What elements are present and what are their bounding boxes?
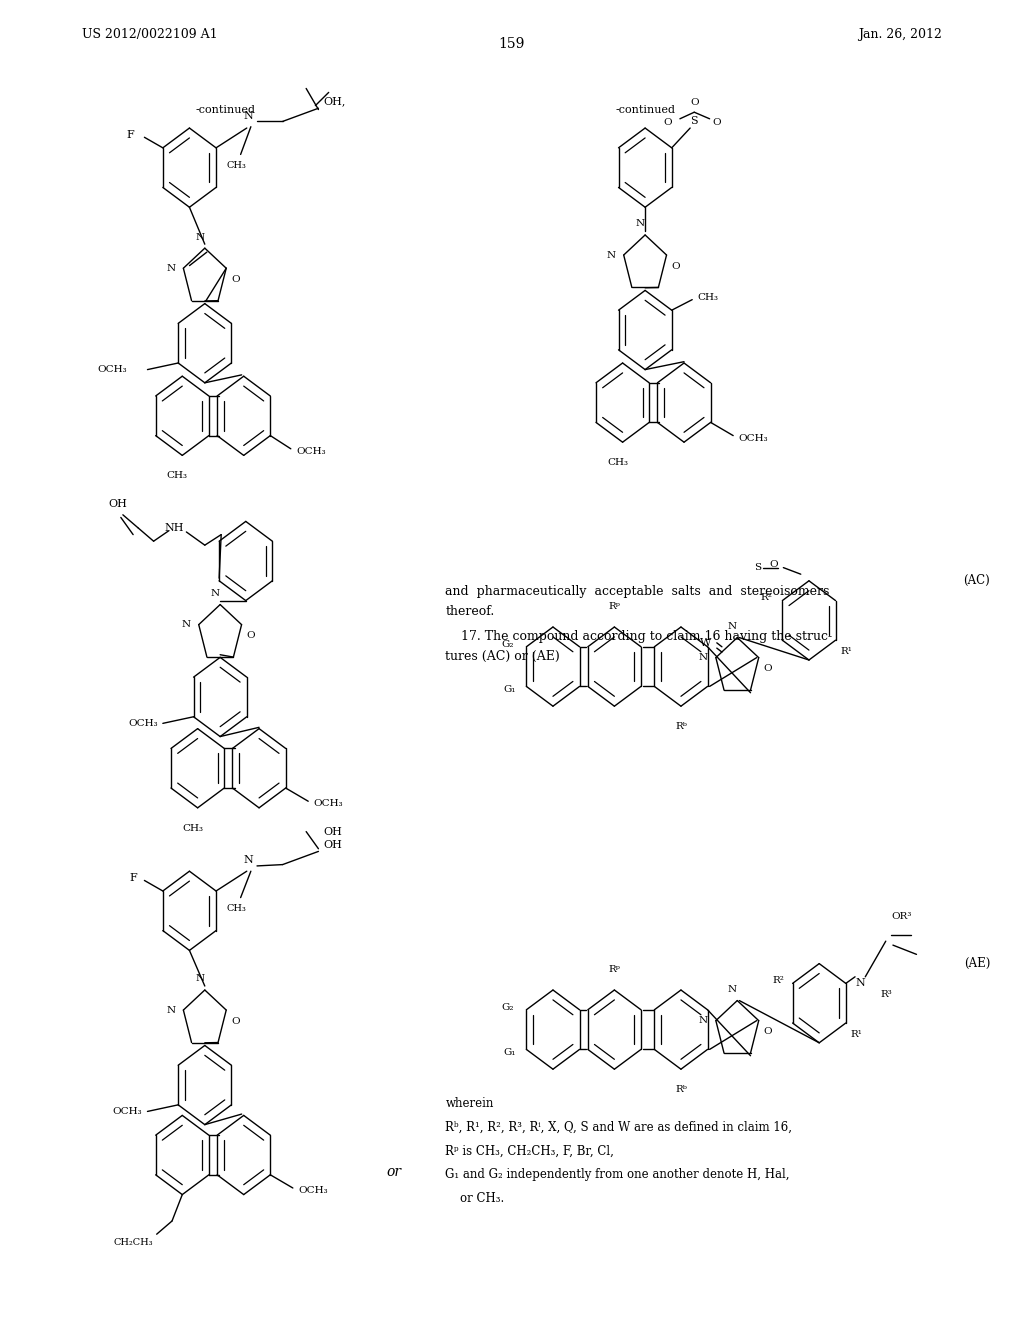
Text: and  pharmaceutically  acceptable  salts  and  stereoisomers: and pharmaceutically acceptable salts an… <box>445 585 829 598</box>
Text: N: N <box>606 251 615 260</box>
Text: OH,: OH, <box>324 96 346 107</box>
Text: N: N <box>196 232 204 242</box>
Text: R²: R² <box>772 977 784 985</box>
Text: OR³: OR³ <box>891 912 911 921</box>
Text: R¹: R¹ <box>851 1030 863 1039</box>
Text: thereof.: thereof. <box>445 605 495 618</box>
Text: O: O <box>690 99 698 107</box>
Text: N: N <box>728 622 736 631</box>
Text: N: N <box>196 974 204 983</box>
Text: CH₂CH₃: CH₂CH₃ <box>114 1238 154 1247</box>
Text: 159: 159 <box>499 37 525 50</box>
Text: OCH₃: OCH₃ <box>296 447 326 455</box>
Text: OCH₃: OCH₃ <box>313 800 343 808</box>
Text: CH₃: CH₃ <box>226 904 247 913</box>
Text: Rᵖ is CH₃, CH₂CH₃, F, Br, Cl,: Rᵖ is CH₃, CH₂CH₃, F, Br, Cl, <box>445 1144 614 1158</box>
Text: OH: OH <box>109 499 127 510</box>
Text: US 2012/0022109 A1: US 2012/0022109 A1 <box>82 28 217 41</box>
Text: O: O <box>770 561 778 569</box>
Text: G₁: G₁ <box>504 1048 516 1056</box>
Text: O: O <box>764 664 772 673</box>
Text: -continued: -continued <box>196 104 255 115</box>
Text: N: N <box>728 985 736 994</box>
Text: or: or <box>387 1166 401 1179</box>
Text: OH: OH <box>324 826 342 837</box>
Text: N: N <box>636 219 644 228</box>
Text: Rᵇ: Rᵇ <box>675 722 687 731</box>
Text: N: N <box>166 1006 175 1015</box>
Text: G₂: G₂ <box>502 1003 514 1011</box>
Text: Rᵖ: Rᵖ <box>608 602 621 611</box>
Text: N: N <box>698 653 708 663</box>
Text: CH₃: CH₃ <box>226 161 247 170</box>
Text: N: N <box>698 1016 708 1026</box>
Text: -continued: -continued <box>615 104 675 115</box>
Text: F: F <box>126 129 134 140</box>
Text: or CH₃.: or CH₃. <box>445 1192 505 1205</box>
Text: S: S <box>690 116 698 127</box>
Text: N: N <box>211 589 219 598</box>
Text: N: N <box>181 620 190 630</box>
Text: tures (AC) or (AE): tures (AC) or (AE) <box>445 649 560 663</box>
Text: G₁: G₁ <box>504 685 516 693</box>
Text: G₁ and G₂ independently from one another denote H, Hal,: G₁ and G₂ independently from one another… <box>445 1168 790 1181</box>
Text: O: O <box>231 275 240 284</box>
Text: wherein: wherein <box>445 1097 494 1110</box>
Text: 17. The compound according to claim 16 having the struc-: 17. The compound according to claim 16 h… <box>445 630 833 643</box>
Text: Rᵖ: Rᵖ <box>608 965 621 974</box>
Text: W: W <box>700 638 712 648</box>
Text: N: N <box>244 854 254 865</box>
Text: Rᵇ, R¹, R², R³, Rⁱ, X, Q, S and W are as defined in claim 16,: Rᵇ, R¹, R², R³, Rⁱ, X, Q, S and W are as… <box>445 1121 793 1134</box>
Text: N: N <box>244 111 254 121</box>
Text: (AC): (AC) <box>964 574 990 587</box>
Text: O: O <box>247 631 255 640</box>
Text: R²: R² <box>760 594 772 602</box>
Text: NH: NH <box>164 523 184 533</box>
Text: O: O <box>672 261 680 271</box>
Text: O: O <box>764 1027 772 1036</box>
Text: O: O <box>664 119 672 127</box>
Text: Rᵇ: Rᵇ <box>675 1085 687 1094</box>
Text: O: O <box>231 1016 240 1026</box>
Text: O: O <box>713 119 721 127</box>
Text: OH: OH <box>324 840 342 850</box>
Text: Jan. 26, 2012: Jan. 26, 2012 <box>858 28 942 41</box>
Text: (AE): (AE) <box>964 957 990 970</box>
Text: CH₃: CH₃ <box>167 471 187 480</box>
Text: CH₃: CH₃ <box>182 824 203 833</box>
Text: R³: R³ <box>881 990 892 999</box>
Text: OCH₃: OCH₃ <box>97 366 127 374</box>
Text: OCH₃: OCH₃ <box>113 1107 142 1115</box>
Text: F: F <box>129 873 137 883</box>
Text: R¹: R¹ <box>841 647 853 656</box>
Text: N: N <box>855 978 865 989</box>
Text: N: N <box>166 264 175 273</box>
Text: OCH₃: OCH₃ <box>738 434 768 442</box>
Text: G₂: G₂ <box>502 640 514 648</box>
Text: OCH₃: OCH₃ <box>128 719 158 727</box>
Text: S: S <box>754 564 761 572</box>
Text: CH₃: CH₃ <box>607 458 628 467</box>
Text: OCH₃: OCH₃ <box>298 1187 328 1195</box>
Text: CH₃: CH₃ <box>697 293 718 301</box>
